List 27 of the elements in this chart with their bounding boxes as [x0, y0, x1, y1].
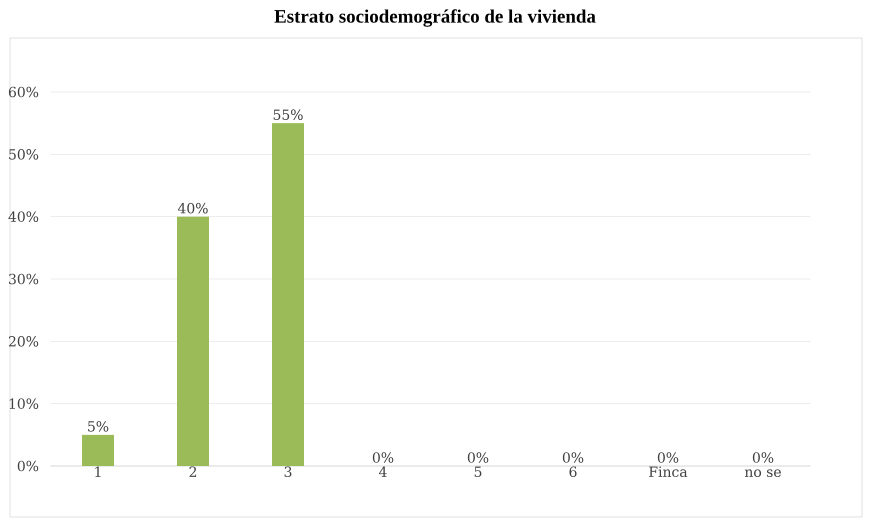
data-label: 0%: [468, 452, 488, 463]
data-label: 40%: [178, 202, 208, 214]
data-label: 0%: [372, 452, 394, 463]
data-label: 0%: [752, 452, 774, 463]
data-label: 5%: [88, 421, 108, 432]
x-tick-label: 3: [284, 466, 292, 478]
x-tick-label: no se: [744, 469, 781, 478]
x-tick-label: 5: [474, 466, 482, 478]
x-tick-label: 1: [95, 466, 100, 477]
y-tick-label: 40%: [8, 211, 38, 222]
x-tick-label: 4: [378, 466, 387, 477]
data-label: 0%: [562, 452, 584, 463]
y-tick-label: 50%: [9, 149, 38, 160]
x-tick-label: 6: [570, 466, 577, 478]
y-tick-label: 10%: [10, 398, 38, 409]
x-tick-label: Finca: [649, 466, 688, 478]
y-tick-label: 0%: [18, 460, 38, 472]
y-tick-label: 60%: [8, 86, 38, 98]
bar: [82, 434, 114, 466]
data-label: 0%: [658, 452, 678, 463]
bar: [177, 216, 209, 466]
y-tick-label: 30%: [9, 274, 38, 284]
chart-title: Estrato sociodemográfico de la vivienda: [274, 9, 596, 27]
y-tick-label: 20%: [8, 336, 38, 347]
x-tick-label: 2: [190, 466, 196, 477]
bar: [272, 123, 304, 466]
data-label: 55%: [274, 109, 303, 120]
